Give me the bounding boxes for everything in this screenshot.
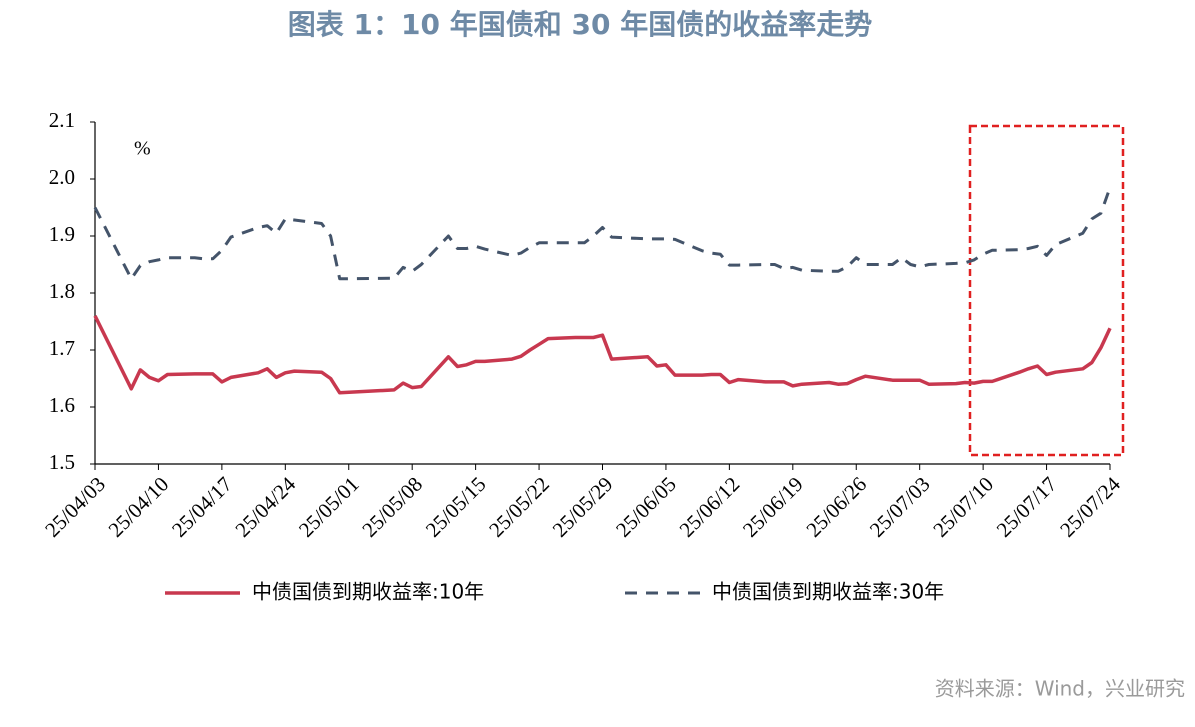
x-tick-label: 25/05/01	[294, 472, 364, 542]
y-tick-label: 1.6	[49, 393, 75, 417]
x-tick-label: 25/06/12	[675, 472, 745, 542]
x-tick-label: 25/07/24	[1055, 472, 1125, 542]
y-tick-label: 2.1	[49, 108, 75, 132]
source: 资料来源：Wind，兴业研究	[935, 677, 1185, 701]
y-tick-label: 1.9	[49, 222, 75, 246]
legend-label: 中债国债到期收益率:10年	[252, 580, 484, 604]
chart-title: 图表 1：10 年国债和 30 年国债的收益率走势	[288, 8, 872, 41]
highlight-box	[968, 124, 1125, 457]
y-tick-label: 1.8	[49, 279, 75, 303]
legend-label: 中债国债到期收益率:30年	[712, 580, 944, 604]
x-tick-label: 25/07/10	[928, 472, 998, 542]
x-tick-label: 25/05/15	[421, 472, 491, 542]
x-tick-label: 25/06/05	[611, 472, 681, 542]
x-tick-label: 25/06/19	[738, 472, 808, 542]
x-tick-label: 25/04/17	[167, 472, 237, 542]
series-line	[93, 315, 1112, 395]
y-tick-label: 1.7	[49, 336, 75, 360]
x-tick-label: 25/04/03	[40, 472, 110, 542]
x-tick-label: 25/04/10	[104, 472, 174, 542]
y-tick-label: 1.5	[49, 450, 75, 474]
x-tick-label: 25/05/22	[484, 472, 554, 542]
x-tick-label: 25/05/29	[548, 472, 618, 542]
x-tick-label: 25/07/03	[865, 472, 935, 542]
y-tick-label: 2.0	[49, 165, 75, 189]
x-tick-label: 25/04/24	[230, 472, 300, 542]
x-tick-label: 25/06/26	[801, 472, 871, 542]
y-unit: %	[134, 138, 151, 160]
x-tick-label: 25/05/08	[357, 472, 427, 542]
x-tick-label: 25/07/17	[992, 472, 1062, 542]
series-line	[93, 187, 1112, 281]
